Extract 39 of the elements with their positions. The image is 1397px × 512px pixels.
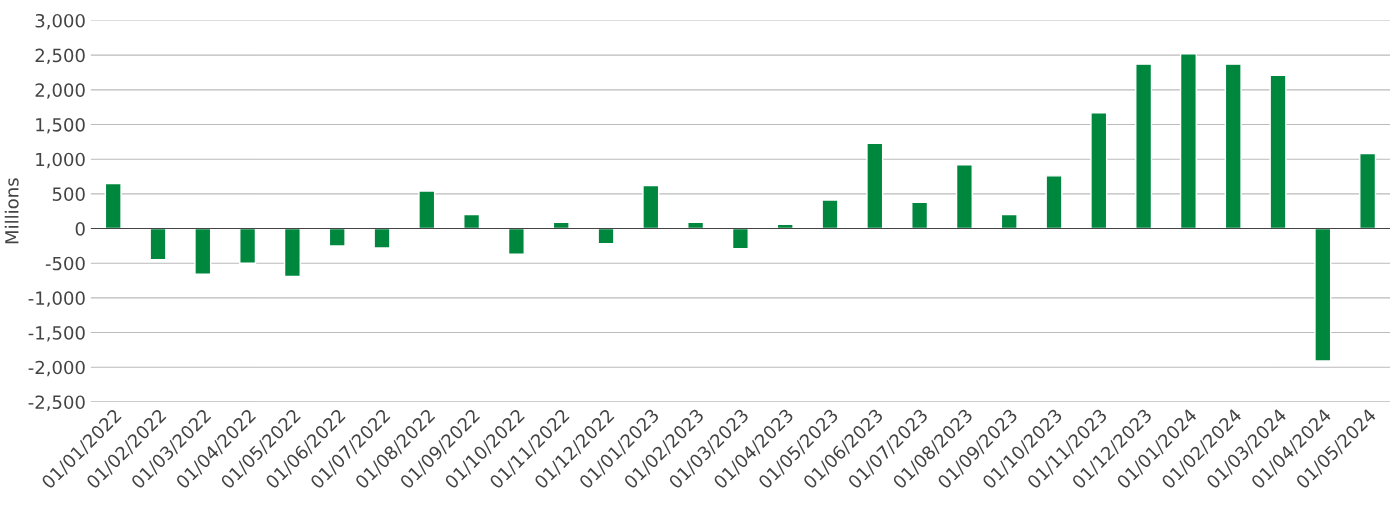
y-tick-label: -1,500: [28, 326, 85, 342]
bar: [1135, 63, 1153, 230]
bar: [149, 227, 167, 261]
y-tick-label: 1,500: [36, 117, 85, 134]
bar: [507, 227, 525, 255]
bar: [418, 190, 436, 230]
bar: [955, 164, 973, 230]
bar: [731, 227, 749, 250]
bar: [821, 199, 839, 230]
bar: [1314, 227, 1332, 362]
y-tick-label: 500: [52, 187, 85, 201]
y-tick-label: 1,000: [36, 152, 85, 169]
y-tick-label: 2,000: [35, 83, 85, 99]
bar: [1000, 213, 1018, 230]
y-tick-label: 3,000: [35, 13, 85, 30]
bar: [642, 184, 660, 230]
bar: [597, 227, 615, 245]
y-tick-label: -2,500: [28, 395, 85, 411]
y-tick-label: -1,000: [28, 291, 85, 307]
y-tick-label: -2,000: [28, 360, 85, 377]
bar: [104, 182, 122, 230]
y-tick-label: -500: [45, 256, 85, 271]
y-tick-label: 2,500: [35, 48, 85, 65]
bar: [373, 227, 391, 249]
bar: [328, 227, 346, 247]
bar: [1269, 74, 1287, 230]
bar: [1179, 53, 1197, 230]
bar: [463, 213, 481, 230]
bar: [283, 227, 301, 278]
bar: [239, 227, 257, 264]
bar: [866, 142, 884, 230]
bar: [1045, 175, 1063, 230]
bar: [1359, 152, 1377, 230]
bar: [911, 201, 929, 230]
bar: [194, 227, 212, 276]
bar: [1224, 63, 1242, 230]
y-tick-label: 0: [75, 222, 85, 236]
y-axis-title: Millions: [4, 178, 19, 244]
bar: [1090, 112, 1108, 230]
